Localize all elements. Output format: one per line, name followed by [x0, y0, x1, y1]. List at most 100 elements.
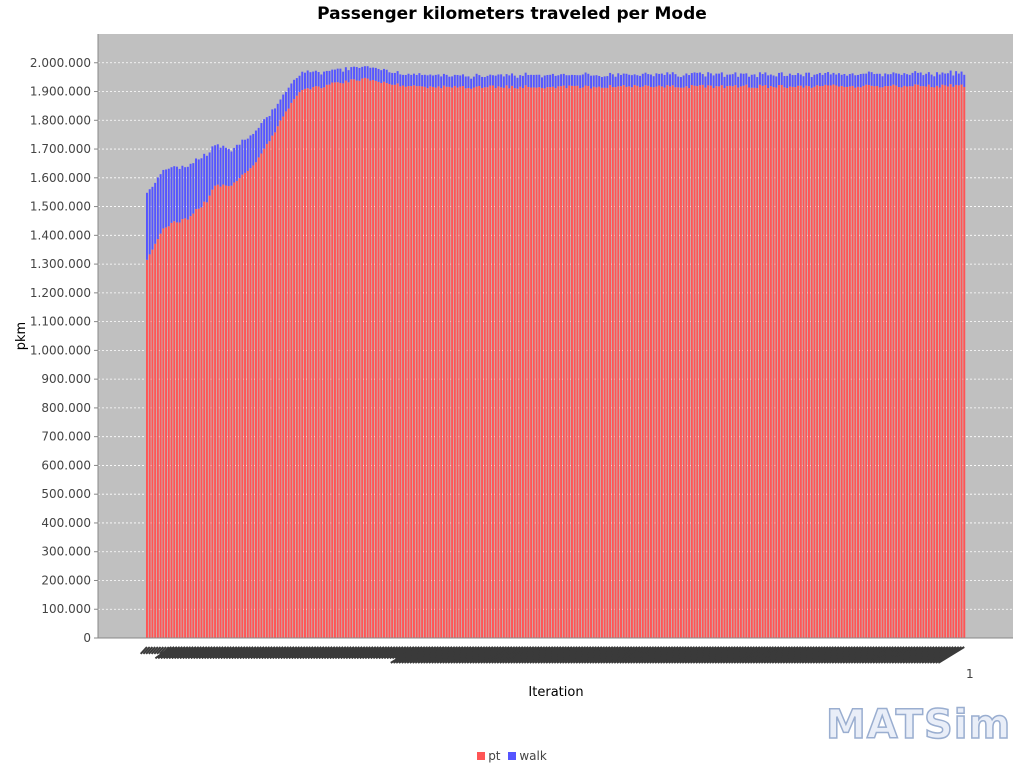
x-tick-label	[924, 646, 952, 664]
x-tick-label	[899, 646, 927, 664]
bar-walk	[625, 73, 628, 87]
bar-pt	[208, 195, 211, 639]
bar-walk	[636, 75, 639, 86]
bar-walk	[900, 74, 903, 88]
x-tick-label	[837, 646, 864, 664]
bar-pt	[146, 259, 148, 638]
bar-walk	[467, 76, 470, 88]
x-tick-label	[488, 646, 516, 664]
x-tick-label	[788, 646, 815, 664]
bar-pt	[914, 84, 917, 639]
x-tick-label	[501, 646, 529, 664]
bar-walk	[159, 174, 162, 234]
bar-pt	[246, 170, 249, 638]
x-tick-label	[907, 646, 935, 664]
bar-pt	[472, 87, 475, 638]
y-tick-label: 400.000	[41, 516, 91, 530]
bar-walk	[263, 119, 266, 149]
bar-pt	[753, 87, 756, 638]
x-tick-label	[651, 646, 679, 664]
bar-walk	[284, 91, 287, 112]
bar-walk	[720, 72, 723, 86]
bar-walk	[265, 117, 268, 144]
bar-walk	[350, 67, 353, 80]
bar-walk	[617, 73, 620, 87]
bar-walk	[807, 72, 810, 87]
bar-walk	[802, 76, 805, 88]
bar-pt	[344, 80, 347, 638]
bar-pt	[867, 84, 870, 638]
x-tick-label	[225, 646, 243, 660]
bar-pt	[895, 85, 898, 639]
bar-walk	[761, 74, 764, 86]
bar-walk	[633, 74, 636, 85]
bar-walk	[385, 69, 388, 84]
bar-pt	[549, 87, 552, 639]
bar-walk	[889, 74, 892, 86]
bar-pt	[276, 126, 279, 638]
bar-pt	[535, 87, 538, 638]
bar-walk	[772, 75, 775, 88]
x-tick-label	[823, 646, 851, 664]
bar-pt	[385, 83, 388, 639]
bar-pt	[916, 84, 919, 638]
bar-pt	[944, 85, 947, 639]
bar-walk	[788, 73, 791, 87]
x-tick-label	[296, 646, 314, 660]
bar-walk	[279, 99, 282, 121]
bar-pt	[538, 87, 541, 639]
bar-pt	[857, 86, 859, 638]
legend-item-walk: walk	[508, 749, 547, 763]
x-tick-label	[345, 646, 363, 660]
bar-walk	[715, 73, 718, 87]
bar-walk	[244, 139, 247, 173]
x-tick-label	[485, 646, 513, 664]
bar-pt	[568, 85, 571, 638]
bar-pt	[614, 87, 617, 638]
x-tick-label	[834, 646, 862, 664]
bar-walk	[728, 74, 731, 86]
y-tick-label: 700.000	[41, 430, 91, 444]
y-tick-label: 1.800.000	[30, 113, 91, 127]
x-tick-label	[372, 646, 391, 660]
x-tick-label	[420, 646, 448, 664]
bar-pt	[451, 87, 454, 638]
x-tick-label	[937, 646, 965, 664]
x-tick-label	[708, 646, 736, 664]
bar-walk	[462, 74, 464, 87]
bar-walk	[148, 189, 151, 255]
bar-walk	[233, 147, 236, 183]
x-tick-label	[153, 646, 162, 655]
bar-walk	[214, 145, 217, 186]
bar-pt	[402, 85, 405, 639]
bar-pt	[876, 85, 879, 639]
x-tick-label	[228, 646, 246, 660]
bar-walk	[865, 73, 868, 85]
y-axis-ticks: 0 100.000 200.000 300.000 400.000 500.000 600.…	[30, 56, 98, 645]
bar-walk	[611, 74, 614, 88]
x-tick-label	[820, 646, 848, 664]
x-tick-label	[159, 646, 167, 655]
bar-pt	[930, 87, 933, 638]
x-tick-label	[389, 646, 407, 660]
bar-walk	[519, 75, 522, 87]
bar-pt	[543, 88, 546, 639]
y-tick-label: 1.000.000	[30, 343, 91, 357]
matsim-logo: MATSim	[825, 701, 1012, 749]
bar-pt	[622, 85, 625, 639]
x-tick-label	[203, 646, 222, 660]
bar-pt	[361, 78, 364, 638]
x-tick-label	[812, 646, 840, 664]
bar-pt	[252, 165, 255, 638]
x-tick-label	[201, 646, 219, 660]
bar-pt	[783, 87, 786, 639]
y-tick-label: 2.000.000	[30, 56, 91, 70]
bar-pt	[293, 99, 296, 638]
x-tick-label	[480, 646, 508, 664]
bar-pt	[870, 85, 873, 638]
bar-walk	[824, 73, 827, 85]
bar-walk	[791, 75, 794, 87]
bar-walk	[268, 115, 271, 142]
x-tick-label	[758, 646, 785, 664]
bar-walk	[878, 73, 881, 88]
